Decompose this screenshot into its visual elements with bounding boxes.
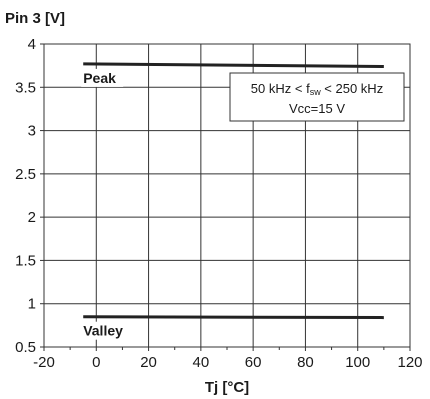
y-axis-title: Pin 3 [V]	[5, 10, 65, 27]
x-tick-label: 60	[245, 354, 262, 371]
series-line-valley	[83, 315, 384, 320]
x-axis-ticks: -20 0 20 40 60 80 100 120	[33, 347, 423, 371]
series-label-peak: Peak	[83, 70, 116, 86]
x-tick-label: 120	[397, 354, 422, 371]
series-label-valley: Valley	[83, 323, 123, 339]
y-tick-label: 2.5	[15, 166, 36, 183]
y-tick-label: 2	[28, 209, 36, 226]
series-labels: Peak Valley	[81, 68, 142, 340]
annotation-line-2: Vcc=15 V	[289, 101, 345, 116]
y-axis-ticks: 0.5 1 1.5 2 2.5 3 3.5 4	[15, 36, 44, 356]
x-tick-label: 0	[92, 354, 100, 371]
series-line-peak	[83, 62, 384, 69]
annotation-box: 50 kHz < fsw < 250 kHz Vcc=15 V	[229, 72, 405, 122]
y-tick-label: 1	[28, 296, 36, 313]
x-axis-title: Tj [°C]	[205, 379, 249, 396]
y-tick-label: 3	[28, 123, 36, 140]
y-tick-label: 0.5	[15, 339, 36, 356]
series-label-background	[81, 321, 142, 340]
y-tick-label: 1.5	[15, 252, 36, 269]
x-tick-label: 100	[345, 354, 370, 371]
x-tick-label: 40	[193, 354, 210, 371]
x-tick-label: 80	[297, 354, 314, 371]
y-tick-label: 3.5	[15, 79, 36, 96]
annotation-frame	[229, 72, 405, 122]
y-tick-label: 4	[28, 36, 36, 53]
series-group	[83, 62, 384, 320]
x-tick-label: -20	[33, 354, 55, 371]
series-label-background	[81, 68, 124, 87]
annotation-line-1: 50 kHz < fsw < 250 kHz	[251, 81, 383, 97]
x-tick-label: 20	[140, 354, 157, 371]
